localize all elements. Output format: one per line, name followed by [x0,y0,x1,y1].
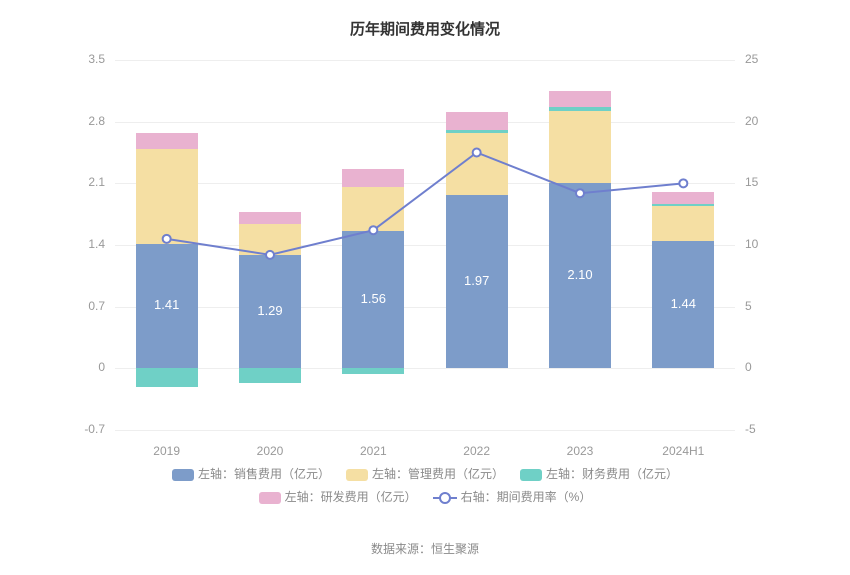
legend-item-expense_rate: 右轴：期间费用率（%） [433,488,592,505]
bar-segment-rnd [342,169,404,187]
legend-label: 左轴：销售费用（亿元） [198,467,330,481]
bar-value-label: 1.41 [136,297,198,312]
bar-segment-finance [136,368,198,387]
x-tick-label: 2021 [333,444,413,458]
bar-group: 2.10 [549,60,611,430]
y-right-tick-label: 15 [745,175,775,189]
bar-segment-rnd [549,91,611,107]
x-tick-label: 2022 [437,444,517,458]
chart-container: 历年期间费用变化情况 -0.7-5000.751.4102.1152.8203.… [0,0,850,575]
legend-swatch [520,469,542,481]
bar-group: 1.97 [446,60,508,430]
legend-item-finance: 左轴：财务费用（亿元） [520,465,678,482]
bar-segment-rnd [652,192,714,203]
y-left-tick-label: 0.7 [75,299,105,313]
legend-label: 左轴：研发费用（亿元） [285,490,417,504]
y-left-tick-label: 1.4 [75,237,105,251]
y-left-tick-label: 2.1 [75,175,105,189]
bar-group: 1.44 [652,60,714,430]
bar-segment-rnd [446,112,508,131]
bar-group: 1.56 [342,60,404,430]
bar-value-label: 1.97 [446,273,508,288]
legend-swatch [259,492,281,504]
legend-line-icon [433,492,457,504]
grid-line [115,245,735,246]
legend-row: 左轴：销售费用（亿元） 左轴：管理费用（亿元） 左轴：财务费用（亿元） [0,465,850,482]
bar-segment-admin [446,133,508,195]
bar-segment-finance [446,130,508,133]
bar-segment-rnd [136,133,198,149]
plot-area: -0.7-5000.751.4102.1152.8203.52520192020… [115,60,735,430]
x-tick-label: 2023 [540,444,620,458]
bar-value-label: 2.10 [549,267,611,282]
y-left-tick-label: -0.7 [75,422,105,436]
legend-item-rnd: 左轴：研发费用（亿元） [259,488,417,505]
y-right-tick-label: 5 [745,299,775,313]
legend-item-sales: 左轴：销售费用（亿元） [172,465,330,482]
bar-segment-admin [239,224,301,255]
grid-line [115,60,735,61]
legend-swatch [346,469,368,481]
bar-segment-rnd [239,212,301,223]
y-left-tick-label: 0 [75,360,105,374]
bar-segment-finance [652,204,714,207]
legend-label: 左轴：财务费用（亿元） [546,467,678,481]
bar-value-label: 1.56 [342,291,404,306]
bar-group: 1.29 [239,60,301,430]
y-left-tick-label: 3.5 [75,52,105,66]
legend: 左轴：销售费用（亿元） 左轴：管理费用（亿元） 左轴：财务费用（亿元） 左轴：研发费用… [0,465,850,511]
grid-line [115,307,735,308]
y-left-tick-label: 2.8 [75,114,105,128]
legend-label: 左轴：管理费用（亿元） [372,467,504,481]
grid-line [115,368,735,369]
legend-row: 左轴：研发费用（亿元） 右轴：期间费用率（%） [0,488,850,505]
bar-segment-finance [239,368,301,383]
grid-line [115,183,735,184]
y-right-tick-label: 25 [745,52,775,66]
y-right-tick-label: 20 [745,114,775,128]
y-right-tick-label: 10 [745,237,775,251]
legend-label: 右轴：期间费用率（%） [461,490,592,504]
bar-value-label: 1.29 [239,303,301,318]
bar-segment-finance [342,368,404,373]
line-series-svg [115,60,735,430]
grid-line [115,122,735,123]
x-tick-label: 2019 [127,444,207,458]
y-right-tick-label: 0 [745,360,775,374]
bar-segment-admin [136,149,198,244]
legend-swatch [172,469,194,481]
bar-segment-admin [652,206,714,241]
grid-line [115,430,735,431]
bar-segment-admin [342,187,404,231]
legend-item-admin: 左轴：管理费用（亿元） [346,465,504,482]
x-tick-label: 2024H1 [643,444,723,458]
x-tick-label: 2020 [230,444,310,458]
data-source: 数据来源：恒生聚源 [0,540,850,557]
bar-value-label: 1.44 [652,296,714,311]
bar-segment-finance [549,107,611,111]
bar-group: 1.41 [136,60,198,430]
chart-title: 历年期间费用变化情况 [0,0,850,47]
y-right-tick-label: -5 [745,422,775,436]
bar-segment-admin [549,111,611,183]
